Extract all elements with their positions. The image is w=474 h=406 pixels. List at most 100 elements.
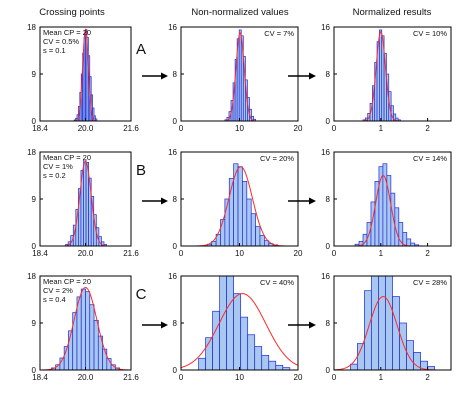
panel-annotation: CV = 2% bbox=[43, 286, 73, 295]
y-tick-label: 0 bbox=[32, 366, 37, 375]
y-tick-label: 8 bbox=[326, 70, 331, 79]
histogram-bar bbox=[390, 192, 396, 247]
y-tick-label: 9 bbox=[32, 319, 37, 328]
y-tick-label: 16 bbox=[321, 272, 330, 281]
histogram-bar bbox=[406, 238, 412, 247]
y-tick-label: 16 bbox=[168, 148, 177, 157]
y-tick-label: 8 bbox=[173, 319, 178, 328]
cv-annotation: CV = 20% bbox=[260, 154, 294, 163]
x-tick-label: 21.6 bbox=[123, 373, 139, 382]
arrow-head bbox=[309, 321, 316, 329]
x-tick-label: 0 bbox=[332, 249, 337, 258]
x-tick-label: 20 bbox=[294, 373, 303, 382]
histogram-bar bbox=[398, 222, 404, 247]
arrow-head bbox=[309, 72, 316, 80]
panel-annotation: s = 0.2 bbox=[43, 171, 66, 180]
x-tick-label: 2 bbox=[425, 124, 430, 133]
arrow-head bbox=[161, 197, 168, 205]
histogram-bar bbox=[242, 181, 248, 247]
x-tick-label: 1 bbox=[379, 373, 384, 382]
y-tick-label: 16 bbox=[168, 272, 177, 281]
x-tick-label: 21.6 bbox=[123, 249, 139, 258]
panel-annotation: Mean CP = 20 bbox=[43, 277, 91, 286]
x-tick-label: 20.0 bbox=[78, 124, 94, 133]
x-tick-label: 20 bbox=[294, 249, 303, 258]
y-tick-label: 0 bbox=[326, 117, 331, 126]
panel-annotation: s = 0.4 bbox=[43, 295, 66, 304]
panel-c-2: 0 10 20 0 8 16 CV = 40% bbox=[168, 272, 303, 382]
cv-annotation: CV = 10% bbox=[413, 29, 447, 38]
histogram-bar bbox=[246, 198, 252, 247]
x-tick-label: 20.0 bbox=[78, 373, 94, 382]
panel-annotation: Mean CP = 20 bbox=[43, 28, 91, 37]
x-tick-label: 21.6 bbox=[123, 124, 139, 133]
column-title-non-normalized: Non-normalized values bbox=[191, 7, 288, 18]
panel-annotation: CV = 1% bbox=[43, 162, 73, 171]
arrow-head bbox=[309, 197, 316, 205]
histogram-bar bbox=[357, 343, 365, 371]
panel-annotation: s = 0.1 bbox=[43, 46, 66, 55]
histogram-bar bbox=[219, 275, 227, 371]
x-tick-label: 10 bbox=[235, 124, 244, 133]
y-tick-label: 16 bbox=[321, 148, 330, 157]
x-tick-label: 18.4 bbox=[32, 373, 48, 382]
y-tick-label: 16 bbox=[321, 23, 330, 32]
row-label-b: B bbox=[136, 162, 146, 179]
x-tick-label: 20.0 bbox=[78, 249, 94, 258]
arrow-icon bbox=[142, 197, 168, 205]
cv-annotation: CV = 7% bbox=[264, 29, 294, 38]
histogram-bar bbox=[240, 316, 249, 371]
histogram-bar bbox=[198, 357, 206, 371]
panel-b-2: 0 10 20 0 8 16 CV = 20% bbox=[168, 148, 303, 258]
histogram-bar bbox=[212, 310, 220, 371]
histogram-bar bbox=[76, 296, 82, 371]
histogram-bar bbox=[85, 291, 91, 371]
histogram-bar bbox=[268, 360, 277, 371]
y-tick-label: 9 bbox=[32, 195, 37, 204]
histogram-bar bbox=[385, 275, 393, 371]
histogram-bar bbox=[255, 226, 261, 247]
panel-annotation: Mean CP = 20 bbox=[43, 153, 91, 162]
y-tick-label: 18 bbox=[27, 272, 36, 281]
fit-curve bbox=[180, 293, 299, 369]
arrow-icon bbox=[288, 321, 316, 329]
arrow-icon bbox=[142, 72, 168, 80]
arrow-icon bbox=[288, 197, 316, 205]
arrow-head bbox=[161, 321, 168, 329]
cv-annotation: CV = 40% bbox=[260, 278, 294, 287]
y-tick-label: 16 bbox=[168, 23, 177, 32]
histogram-bar bbox=[247, 334, 256, 371]
panel-annotation: CV = 0.5% bbox=[43, 37, 79, 46]
arrow-head bbox=[161, 72, 168, 80]
y-tick-label: 8 bbox=[326, 195, 331, 204]
column-title-crossing-points: Crossing points bbox=[39, 7, 105, 18]
cv-annotation: CV = 14% bbox=[413, 154, 447, 163]
histogram-bar bbox=[379, 29, 383, 122]
x-tick-label: 2 bbox=[425, 373, 430, 382]
histogram-bar bbox=[83, 159, 87, 247]
arrow-icon bbox=[288, 72, 316, 80]
row-label-c: C bbox=[136, 286, 147, 303]
panel-c-3: 0 1 2 0 8 16 CV = 28% bbox=[321, 272, 452, 382]
y-tick-label: 8 bbox=[326, 319, 331, 328]
x-tick-label: 18.4 bbox=[32, 124, 48, 133]
x-tick-label: 20 bbox=[294, 124, 303, 133]
histogram-bar bbox=[350, 363, 358, 371]
row-label-a: A bbox=[136, 41, 146, 58]
y-tick-label: 0 bbox=[32, 117, 37, 126]
x-tick-label: 2 bbox=[425, 249, 430, 258]
x-tick-label: 10 bbox=[235, 249, 244, 258]
x-tick-label: 0 bbox=[332, 124, 337, 133]
y-tick-label: 0 bbox=[173, 242, 178, 251]
y-tick-label: 0 bbox=[173, 117, 178, 126]
histogram-bar bbox=[250, 213, 256, 247]
fit-curve bbox=[40, 286, 131, 371]
y-tick-label: 0 bbox=[326, 242, 331, 251]
histogram-bar bbox=[93, 320, 99, 371]
histogram-bar bbox=[102, 348, 108, 371]
histogram-bar bbox=[233, 293, 242, 371]
y-tick-label: 0 bbox=[32, 242, 37, 251]
histogram-bar bbox=[399, 322, 407, 371]
